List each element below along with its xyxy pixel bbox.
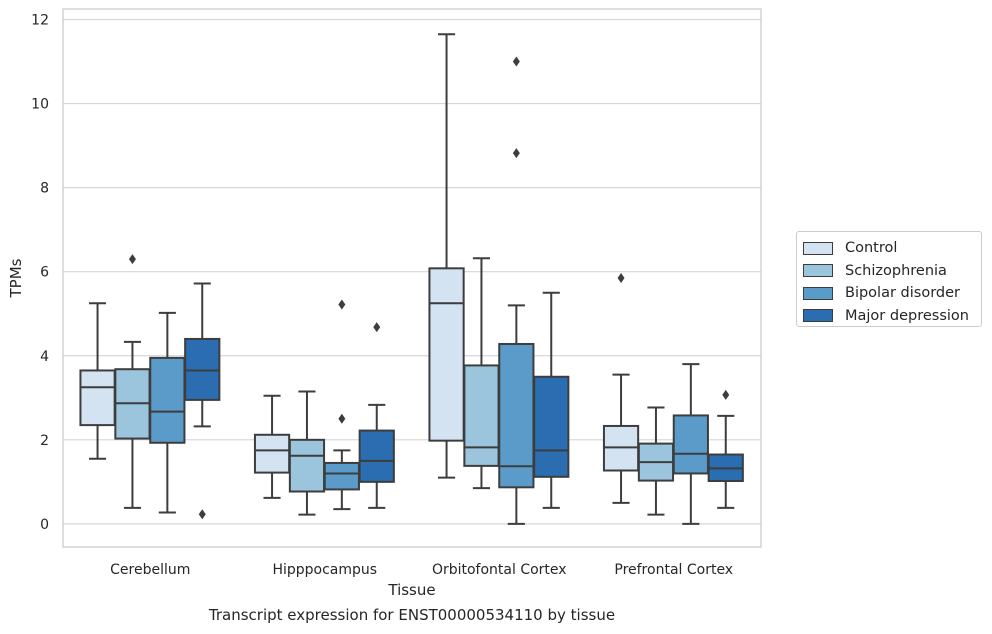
x-tick-label: Prefrontal Cortex	[614, 562, 733, 578]
legend-item: Schizophrenia	[803, 260, 981, 283]
legend-label: Bipolar disorder	[845, 285, 960, 302]
y-tick-label: 12	[31, 13, 49, 29]
legend-item: Bipolar disorder	[803, 282, 981, 305]
legend-swatch	[803, 309, 833, 323]
box-iqr	[79, 369, 116, 427]
chart-caption: Transcript expression for ENST0000053411…	[208, 606, 616, 624]
x-tick-label: Hipppocampus	[272, 562, 377, 578]
box-iqr	[288, 438, 326, 493]
x-axis-ticks: Cerebellum Hipppocampus Orbitofontal Corte…	[110, 562, 733, 578]
y-axis-label: TPMs	[7, 258, 25, 298]
box-3-2	[672, 363, 709, 525]
box-iqr	[253, 433, 291, 474]
legend-item: Major depression	[803, 305, 981, 328]
outlier-point	[128, 254, 136, 265]
legend-swatch	[803, 241, 833, 255]
box-iqr	[672, 414, 709, 475]
y-tick-label: 0	[40, 517, 49, 533]
y-tick-label: 2	[40, 433, 49, 449]
box-iqr	[323, 461, 360, 491]
box-iqr	[184, 337, 221, 401]
outlier-point	[617, 273, 625, 283]
box-iqr	[428, 267, 465, 442]
box-iqr	[358, 429, 395, 483]
legend-swatch	[803, 264, 833, 278]
outlier-point	[512, 56, 520, 67]
box-2-3	[533, 291, 570, 509]
box-1-3	[358, 322, 395, 509]
box-1-0	[253, 394, 291, 499]
legend-swatch	[803, 286, 833, 300]
legend-label: Major depression	[845, 307, 969, 324]
box-0-0	[79, 302, 116, 460]
y-tick-label: 8	[40, 181, 49, 197]
box-iqr	[498, 342, 535, 489]
box-1-2	[323, 299, 360, 511]
y-axis-ticks: 0 2 4 6 8 10 12	[31, 13, 49, 533]
box-2-0	[428, 33, 465, 479]
legend: Control Schizophrenia Bipolar disorder M…	[796, 231, 982, 327]
y-tick-label: 4	[40, 349, 49, 365]
box-3-3	[707, 389, 744, 509]
outlier-point	[198, 509, 206, 520]
outlier-point	[373, 322, 381, 333]
y-tick-label: 10	[31, 97, 49, 113]
x-tick-label: Cerebellum	[110, 562, 190, 578]
box-iqr	[533, 375, 570, 478]
box-2-1	[463, 257, 500, 490]
x-tick-label: Orbitofontal Cortex	[432, 562, 567, 578]
legend-label: Control	[845, 240, 898, 257]
box-iqr	[463, 364, 500, 467]
legend-label: Schizophrenia	[845, 262, 947, 279]
box-iqr	[149, 356, 186, 444]
box-0-3	[184, 282, 221, 520]
box-2-2	[498, 56, 535, 525]
outlier-point	[722, 389, 730, 400]
box-3-1	[637, 406, 675, 516]
plot-frame	[62, 8, 762, 548]
legend-item: Control	[803, 237, 981, 260]
outlier-point	[338, 299, 346, 310]
box-0-2	[149, 311, 186, 514]
box-0-1	[114, 254, 151, 509]
outlier-point	[512, 148, 520, 159]
box-1-1	[288, 390, 326, 516]
y-tick-label: 6	[40, 265, 49, 281]
x-axis-label: Tissue	[387, 581, 435, 599]
outlier-point	[338, 413, 346, 424]
box-3-0	[602, 273, 640, 504]
box-groups	[79, 33, 744, 525]
